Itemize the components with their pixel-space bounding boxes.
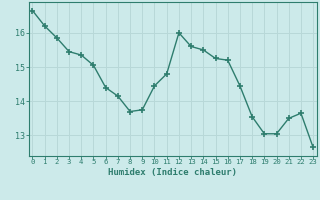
X-axis label: Humidex (Indice chaleur): Humidex (Indice chaleur) (108, 168, 237, 177)
